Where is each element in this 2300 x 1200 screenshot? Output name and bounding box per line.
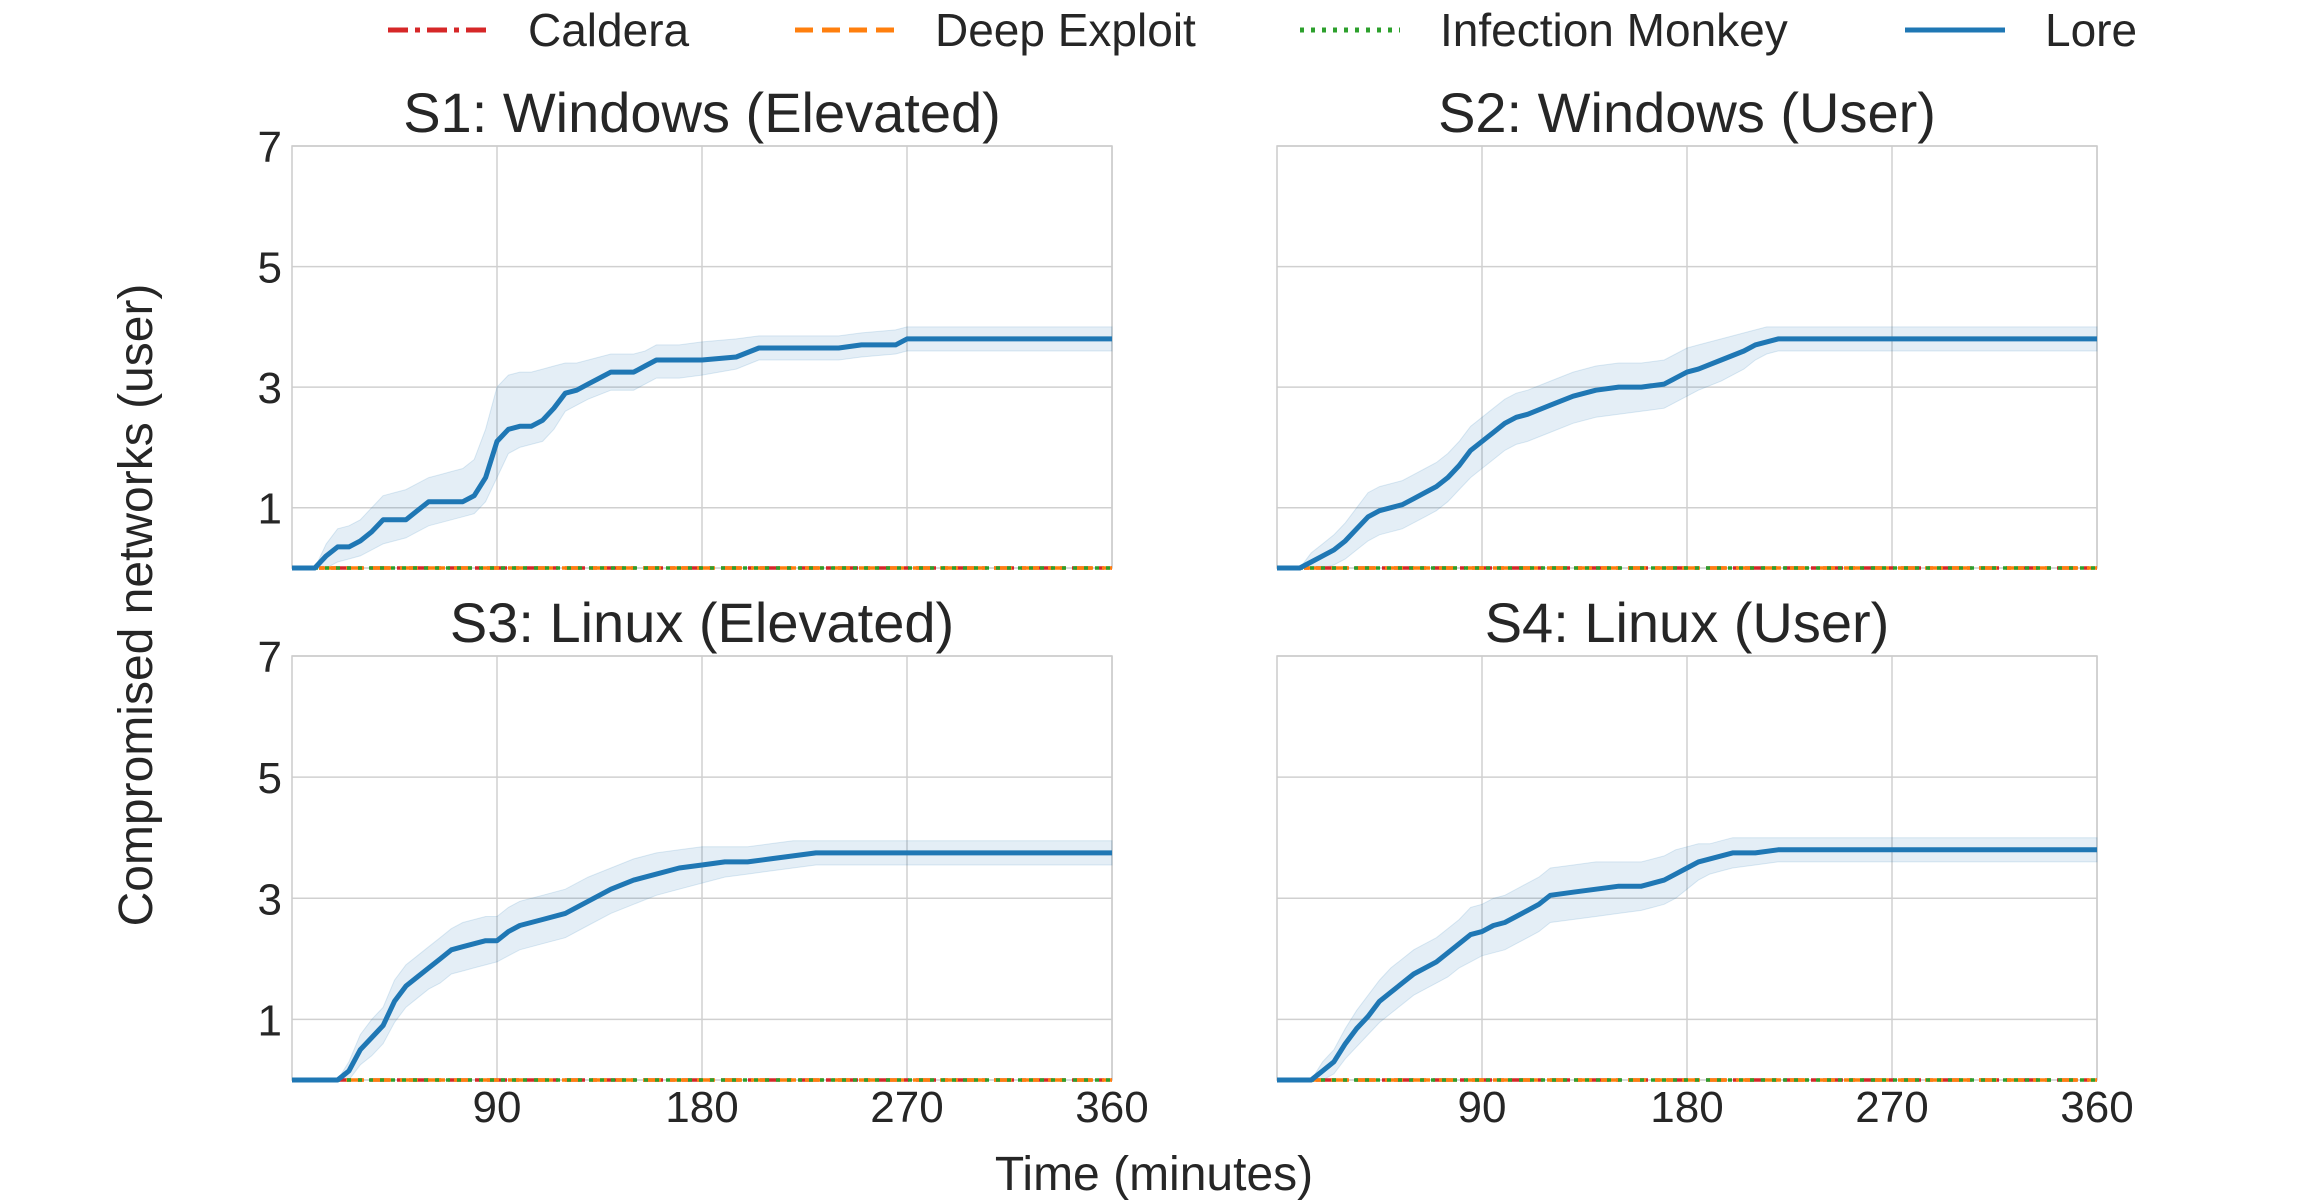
series-line-lore	[1277, 336, 2097, 571]
panel-title: S2: Windows (User)	[1438, 81, 1936, 144]
series-line-lore	[292, 850, 1112, 1083]
x-tick-label: 90	[1458, 1083, 1507, 1132]
y-tick-label: 1	[258, 996, 282, 1045]
panels: S1: Windows (Elevated) 1 3 5 7 S2: Windows (U…	[258, 81, 2134, 1132]
y-axis-label: Compromised networks (user)	[110, 284, 163, 927]
legend-entry-deep-exploit: Deep Exploit	[795, 4, 1196, 56]
legend-label: Lore	[2045, 4, 2137, 56]
x-tick-label: 180	[665, 1083, 738, 1132]
legend-entry-caldera: Caldera	[388, 4, 690, 56]
legend-entry-infection-monkey: Infection Monkey	[1300, 4, 1788, 56]
panel-title: S3: Linux (Elevated)	[450, 591, 954, 654]
legend: Caldera Deep Exploit Infection Monkey Lore	[388, 4, 2137, 56]
series-line-lore	[1277, 847, 2097, 1083]
x-tick-label: 180	[1650, 1083, 1723, 1132]
y-tick-label: 1	[258, 485, 282, 534]
y-tick-label: 7	[258, 123, 282, 172]
x-tick-label: 270	[870, 1083, 943, 1132]
panel-title: S1: Windows (Elevated)	[403, 81, 1001, 144]
panel-3: S3: Linux (Elevated) 1 3 5 7 90 180 270 360	[258, 591, 1149, 1132]
panel-2: S2: Windows (User)	[1276, 81, 2098, 571]
legend-entry-lore: Lore	[1905, 4, 2137, 56]
x-tick-label: 360	[2060, 1083, 2133, 1132]
panel-1: S1: Windows (Elevated) 1 3 5 7	[258, 81, 1113, 571]
x-tick-label: 360	[1075, 1083, 1148, 1132]
y-tick-label: 3	[258, 364, 282, 413]
series-line-lore	[292, 336, 1112, 571]
panel-title: S4: Linux (User)	[1485, 591, 1890, 654]
legend-label: Caldera	[528, 4, 690, 56]
x-axis-label: Time (minutes)	[995, 1148, 1313, 1200]
y-tick-label: 7	[258, 633, 282, 682]
y-tick-label: 5	[258, 754, 282, 803]
legend-label: Deep Exploit	[935, 4, 1196, 56]
legend-label: Infection Monkey	[1440, 4, 1788, 56]
x-tick-label: 270	[1855, 1083, 1928, 1132]
x-tick-label: 90	[473, 1083, 522, 1132]
panel-4: S4: Linux (User) 90 180 270 360	[1276, 591, 2134, 1132]
y-tick-label: 5	[258, 244, 282, 293]
y-tick-label: 3	[258, 875, 282, 924]
